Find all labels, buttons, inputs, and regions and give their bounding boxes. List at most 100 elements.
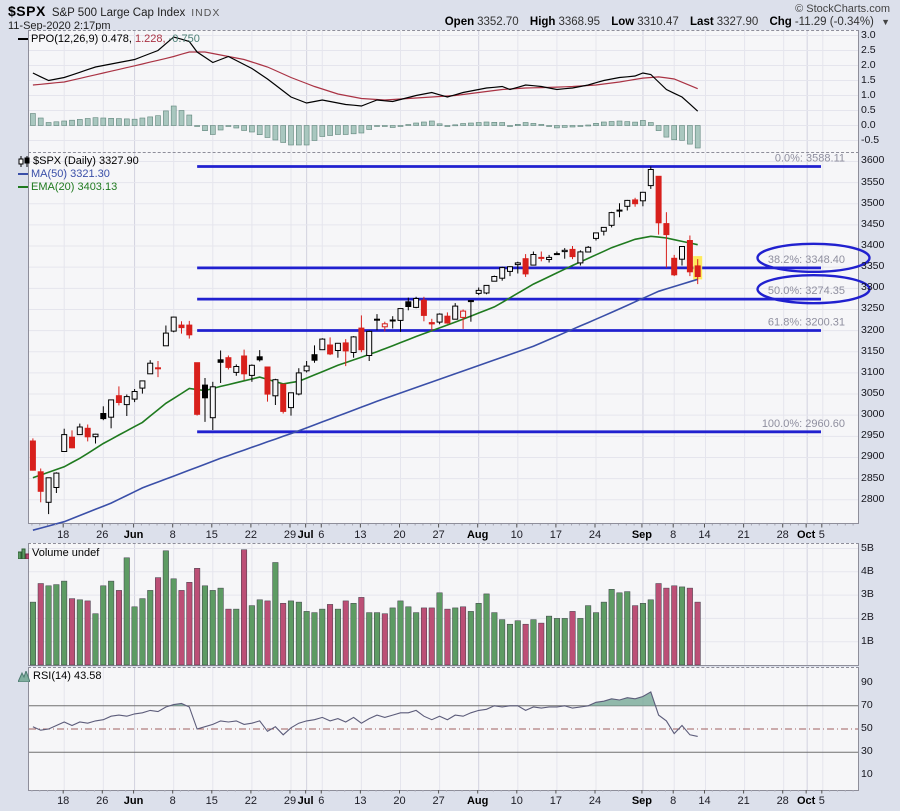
ema20-line xyxy=(32,235,698,479)
x-axis-label: 22 xyxy=(245,529,257,541)
y-axis-label: 3450 xyxy=(861,217,885,230)
ppo-chart xyxy=(29,31,858,152)
x-axis-label: 15 xyxy=(206,795,218,807)
ema20-legend-label: EMA(20) 3403.13 xyxy=(31,181,118,193)
price-legend: $SPX (Daily) 3327.90 MA(50) 3321.30 EMA(… xyxy=(18,155,139,194)
y-axis-label: 3600 xyxy=(861,154,885,167)
x-axis-top: 18 26 Jun 8 15 22 29 Jul 6 13 20 27 Aug 10 17 24 Sep 8 14 2… xyxy=(28,524,859,543)
volume-panel xyxy=(28,543,859,666)
chg-label: Chg xyxy=(769,16,792,28)
y-axis-label: 1.0 xyxy=(861,88,876,101)
rsi-label: RSI(14) 43.58 xyxy=(33,670,102,682)
ma50-legend-label: MA(50) 3321.30 xyxy=(31,168,110,180)
copyright: © StockCharts.com xyxy=(795,3,890,15)
fib-annotation-ellipse xyxy=(756,242,871,274)
y-axis-label: 2900 xyxy=(861,450,885,463)
quote-bar: Open 3352.70 High 3368.95 Low 3310.47 Last 3… xyxy=(437,16,890,28)
fib-label: 100.0%: 2960.60 xyxy=(762,418,845,430)
x-axis-label: 8 xyxy=(670,795,676,807)
x-axis-label: Jul xyxy=(298,529,314,541)
x-axis-labels: 18 26 Jun 8 15 22 29 Jul 6 13 20 27 Aug 10 17 24 Sep 8 14 2… xyxy=(31,790,854,807)
ma50-line xyxy=(32,278,698,531)
y-axis-label: 2950 xyxy=(861,429,885,442)
y-axis-label: 2B xyxy=(861,611,874,624)
chg-value: -11.29 (-0.34%) xyxy=(794,16,874,28)
volume-label: Volume undef xyxy=(32,547,100,559)
rsi-legend: RSI(14) 43.58 xyxy=(17,669,102,683)
y-axis-label: 3200 xyxy=(861,323,885,336)
y-axis-label: 3550 xyxy=(861,175,885,188)
x-axis-label: 20 xyxy=(393,795,405,807)
x-axis-label: 20 xyxy=(393,529,405,541)
volume-legend: Volume undef xyxy=(17,547,100,560)
last-label: Last xyxy=(690,16,714,28)
low-value: 3310.47 xyxy=(637,16,679,28)
ppo-legend-swatch xyxy=(18,38,28,41)
x-axis-label: 10 xyxy=(511,795,523,807)
rsi-panel xyxy=(28,667,859,791)
x-axis-label: Aug xyxy=(467,529,488,541)
exchange: INDX xyxy=(191,7,221,19)
y-axis-label: 3100 xyxy=(861,365,885,378)
y-axis-label: 2.5 xyxy=(861,43,876,56)
x-axis-label: 15 xyxy=(206,529,218,541)
y-axis-label: 4B xyxy=(861,564,874,577)
x-axis-label: 24 xyxy=(589,795,601,807)
ema20-legend-swatch xyxy=(18,186,28,189)
y-axis-label: 2.0 xyxy=(861,58,876,71)
y-axis-label: 50 xyxy=(861,722,873,734)
x-axis-label: 21 xyxy=(737,529,749,541)
low-label: Low xyxy=(611,16,635,28)
y-axis-label: 3000 xyxy=(861,408,885,421)
x-axis-label: Oct xyxy=(797,795,816,807)
x-axis-label: 6 xyxy=(318,795,324,807)
x-axis-label: Sep xyxy=(632,529,652,541)
y-axis-label: 3150 xyxy=(861,344,885,357)
high-label: High xyxy=(529,16,556,28)
ppo-line xyxy=(32,36,699,112)
x-axis-label: 21 xyxy=(737,795,749,807)
x-axis-label: 13 xyxy=(354,795,366,807)
x-axis-label: 8 xyxy=(170,795,176,807)
y-axis-label: 3400 xyxy=(861,239,885,252)
chevron-down-icon[interactable]: ▼ xyxy=(881,17,890,27)
y-axis-label: 2800 xyxy=(861,492,885,505)
gridlines xyxy=(63,668,824,790)
x-axis-label: 5 xyxy=(819,795,825,807)
price-chart: 0.0%: 3588.11 38.2%: 3348.40 50.0%: 3274.3… xyxy=(29,152,871,531)
ppo-value: 0.478, xyxy=(101,33,132,45)
chart-datetime: 11-Sep-2020 2:17pm xyxy=(8,20,111,32)
y-axis-label: 3250 xyxy=(861,302,885,315)
y-axis-label: 30 xyxy=(861,745,873,758)
x-axis-label: 22 xyxy=(245,795,257,807)
y-axis-label: 3B xyxy=(861,588,874,601)
fib-retracement: 0.0%: 3588.11 38.2%: 3348.40 50.0%: 3274.3… xyxy=(197,152,871,434)
y-axis-label: 90 xyxy=(861,675,873,688)
rsi-line xyxy=(32,691,698,737)
volume-bars xyxy=(29,549,701,666)
price-panel: 0.0%: 3588.11 38.2%: 3348.40 50.0%: 3274.3… xyxy=(28,152,871,531)
rsi-overbought-fill xyxy=(588,691,656,706)
y-axis-label: 70 xyxy=(861,698,873,711)
x-axis-label: 18 xyxy=(57,529,69,541)
ppo-signal-line xyxy=(32,51,698,101)
candlestick-legend-icon xyxy=(18,155,30,167)
x-axis-label: 17 xyxy=(550,529,562,541)
symbol-legend-label: $SPX (Daily) 3327.90 xyxy=(33,155,139,167)
x-axis-label: 17 xyxy=(550,795,562,807)
last-value: 3327.90 xyxy=(716,16,759,28)
ma50-legend-swatch xyxy=(18,173,28,176)
x-axis-label: Jul xyxy=(298,795,314,807)
x-axis-label: 14 xyxy=(698,529,710,541)
gridlines xyxy=(29,544,858,665)
y-axis-label: 5B xyxy=(861,541,874,554)
x-axis-label: 27 xyxy=(432,795,444,807)
volume-legend-icon xyxy=(17,548,30,560)
y-axis-label: 3500 xyxy=(861,196,885,209)
fib-annotation-ellipse xyxy=(756,273,871,305)
y-axis-label: 3050 xyxy=(861,387,885,400)
y-axis-label: 10 xyxy=(861,768,873,781)
y-axis-label: 3.0 xyxy=(861,28,876,41)
candlesticks xyxy=(29,166,701,515)
fib-label: 50.0%: 3274.35 xyxy=(768,285,845,297)
